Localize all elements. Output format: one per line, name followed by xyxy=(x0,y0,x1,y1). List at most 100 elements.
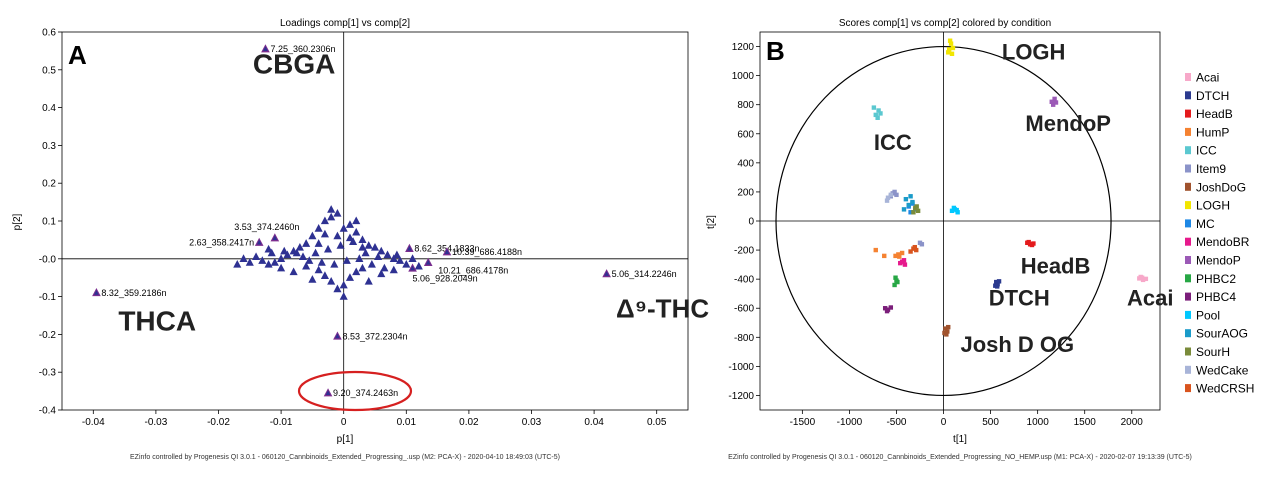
labeled-loading-marker-core xyxy=(410,265,415,271)
labeled-loading-text: 9.20_374.2463n xyxy=(333,388,398,398)
score-point xyxy=(914,247,919,253)
scores-y-tick-label: 1200 xyxy=(732,42,755,53)
loadings-y-tick-label: 0.2 xyxy=(42,179,56,190)
loadings-x-tick-label: -0.03 xyxy=(145,417,168,428)
legend-swatch xyxy=(1185,274,1191,283)
score-point xyxy=(873,247,878,253)
score-point xyxy=(888,305,894,310)
legend-label: MC xyxy=(1196,217,1215,231)
legend-item-phbc2: PHBC2 xyxy=(1185,272,1236,286)
loading-point xyxy=(377,246,386,255)
score-series-mendop xyxy=(1049,96,1059,107)
score-point xyxy=(903,196,909,202)
loading-point xyxy=(361,248,370,257)
score-series-hump xyxy=(873,247,905,259)
legend-swatch xyxy=(1185,127,1191,136)
score-point xyxy=(908,249,913,254)
legend-swatch xyxy=(1185,201,1191,210)
legend-swatch xyxy=(1185,329,1191,338)
loading-point xyxy=(270,258,279,266)
scores-y-axis-label: t[2] xyxy=(706,215,717,229)
score-series-phbc2 xyxy=(892,275,900,288)
loading-point xyxy=(339,280,348,289)
legend-item-dtch: DTCH xyxy=(1185,89,1229,103)
loading-point xyxy=(336,241,345,249)
legend-swatch xyxy=(1185,219,1191,228)
legend-label: ICC xyxy=(1196,144,1217,158)
compound-annotation: CBGA xyxy=(253,49,335,80)
legend-item-item9: Item9 xyxy=(1185,162,1226,176)
legend-label: DTCH xyxy=(1196,89,1229,103)
scores-x-tick-label: 1000 xyxy=(1027,417,1050,428)
score-point xyxy=(899,250,905,256)
legend-label: SourH xyxy=(1196,345,1230,359)
loading-point xyxy=(314,239,323,247)
scores-y-tick-label: 1000 xyxy=(732,71,755,82)
loading-point xyxy=(324,244,333,253)
score-point xyxy=(1143,276,1149,282)
score-point xyxy=(1140,277,1146,283)
loadings-x-tick-label: -0.04 xyxy=(82,417,105,428)
loading-point xyxy=(289,267,298,276)
loading-point xyxy=(358,235,367,244)
loading-point xyxy=(277,254,286,262)
legend-item-acai: Acai xyxy=(1185,71,1219,85)
labeled-loading: 7.25_360.2306n xyxy=(261,44,336,54)
loading-point xyxy=(345,233,355,242)
loading-point xyxy=(302,261,311,270)
score-point xyxy=(902,262,908,267)
score-point xyxy=(912,244,918,250)
score-point xyxy=(1049,99,1054,104)
legend-swatch xyxy=(1185,164,1191,173)
score-point xyxy=(914,204,919,209)
loading-point xyxy=(314,224,323,232)
loading-point xyxy=(389,265,398,274)
scores-y-tick-label: 800 xyxy=(737,100,754,111)
loading-point xyxy=(292,248,301,257)
loading-point xyxy=(380,263,389,272)
legend-swatch xyxy=(1185,109,1191,118)
loading-point xyxy=(320,229,329,238)
score-point xyxy=(897,254,902,259)
labeled-loading-marker-core xyxy=(407,245,412,251)
score-series-mendobr xyxy=(898,258,908,267)
labeled-loading-text: 8.32_359.2186n xyxy=(101,288,166,298)
score-point xyxy=(885,195,891,200)
loading-point xyxy=(358,263,367,272)
score-point xyxy=(996,279,1002,284)
loading-point xyxy=(402,259,411,268)
legend-label: PHBC4 xyxy=(1196,290,1236,304)
legend-item-souraog: SourAOG xyxy=(1185,327,1248,341)
score-point xyxy=(871,105,877,110)
score-point xyxy=(884,198,890,203)
group-annotation: MendoP xyxy=(1025,111,1111,136)
score-point xyxy=(946,324,951,330)
loadings-x-tick-label: 0.04 xyxy=(584,417,604,428)
loadings-y-tick-label: -0.2 xyxy=(39,330,57,341)
loading-point xyxy=(352,216,361,225)
loading-point xyxy=(342,256,351,264)
group-annotation: Acai xyxy=(1127,285,1173,310)
score-point xyxy=(888,192,894,198)
loadings-x-tick-label: 0.05 xyxy=(647,417,667,428)
legend-swatch xyxy=(1185,384,1191,393)
compound-annotation: THCA xyxy=(118,306,196,337)
score-point xyxy=(910,199,915,205)
score-point xyxy=(919,242,925,247)
group-annotation: DTCH xyxy=(989,285,1050,310)
scores-x-tick-label: 1500 xyxy=(1074,417,1097,428)
labeled-loading-marker-core xyxy=(272,235,278,241)
legend-label: SourAOG xyxy=(1196,327,1248,341)
loading-point xyxy=(358,242,367,251)
loading-point xyxy=(333,231,342,240)
legend-label: HumP xyxy=(1196,125,1229,139)
legend-item-wedcrsh: WedCRSH xyxy=(1185,382,1254,396)
labeled-loading: 3.53_374.2460n xyxy=(234,222,299,242)
loadings-y-tick-label: -0.1 xyxy=(39,292,57,303)
scores-x-tick-label: -1000 xyxy=(837,417,863,428)
loading-point xyxy=(305,256,314,264)
legend-item-mendop: MendoP xyxy=(1185,254,1241,268)
labeled-loading: 10.39_686.4188n xyxy=(442,247,522,257)
loading-point xyxy=(280,246,289,255)
loading-point xyxy=(345,220,355,228)
